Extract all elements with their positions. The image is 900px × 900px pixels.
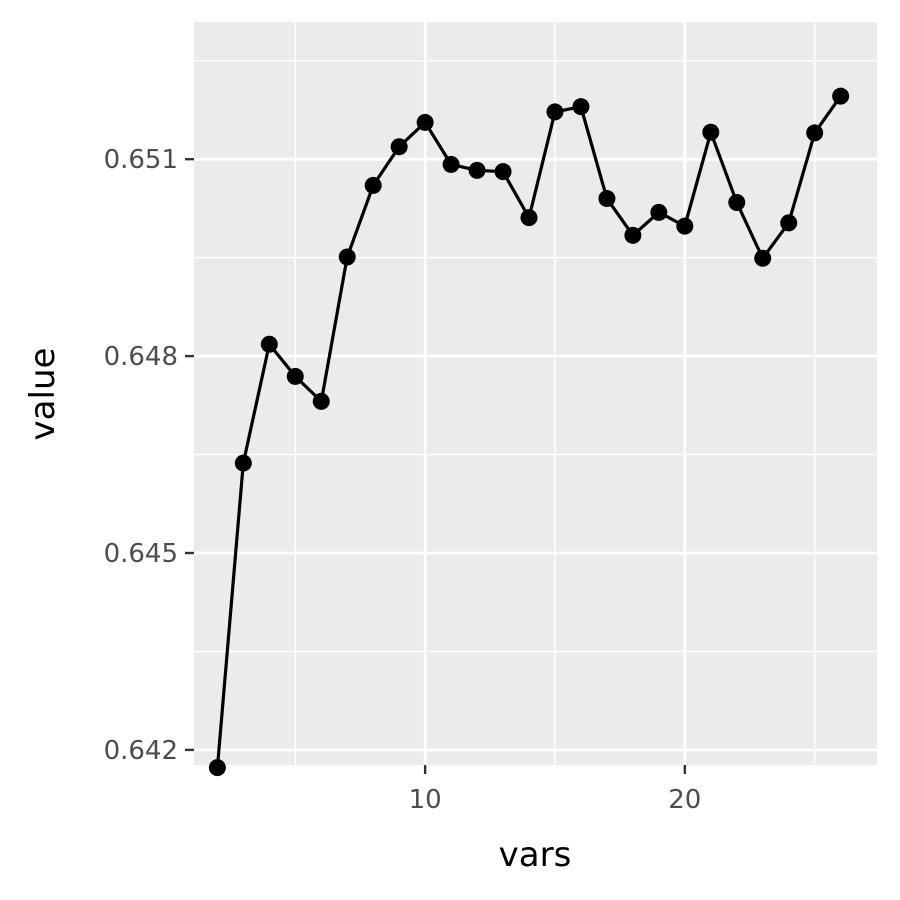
data-point <box>208 759 226 777</box>
y-tick-label: 0.651 <box>104 145 178 175</box>
plot-panel <box>194 22 877 765</box>
data-point <box>546 103 564 121</box>
data-point <box>572 98 590 116</box>
data-point <box>416 113 434 131</box>
y-axis-title: value <box>23 348 63 441</box>
data-point <box>338 248 356 266</box>
data-point <box>650 203 668 221</box>
data-point <box>806 124 824 142</box>
data-point <box>832 87 850 105</box>
data-point <box>494 163 512 181</box>
data-point <box>520 209 538 227</box>
x-tick-label: 20 <box>668 785 701 815</box>
data-point <box>260 335 278 353</box>
y-tick-label: 0.645 <box>104 539 178 569</box>
data-point <box>364 176 382 194</box>
data-point <box>624 226 642 244</box>
series-layer <box>208 87 850 777</box>
x-axis-title: vars <box>499 835 572 875</box>
data-point <box>442 155 460 173</box>
data-point <box>234 454 252 472</box>
major-gridlines <box>194 22 877 765</box>
y-tick-label: 0.648 <box>104 342 178 372</box>
data-point <box>676 217 694 235</box>
data-point <box>702 123 720 141</box>
data-point <box>780 214 798 232</box>
data-point <box>312 392 330 410</box>
minor-gridlines <box>194 22 877 765</box>
y-tick-label: 0.642 <box>104 736 178 766</box>
data-point <box>598 190 616 208</box>
x-tick-label: 10 <box>409 785 442 815</box>
data-point <box>390 138 408 156</box>
data-point <box>754 249 772 267</box>
data-point <box>286 367 304 385</box>
data-point <box>728 193 746 211</box>
axes-layer: 0.642 0.645 0.648 0.651 10 20 <box>104 145 702 815</box>
data-point <box>468 161 486 179</box>
